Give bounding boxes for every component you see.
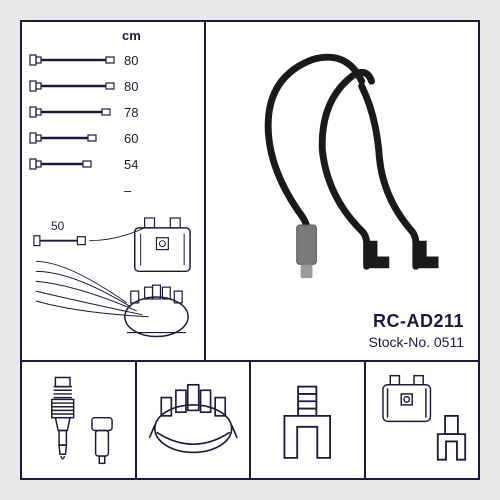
cable-length: 80	[124, 79, 138, 94]
cable-row: 78	[28, 100, 198, 124]
icon-cell-terminal	[251, 362, 366, 478]
cable-length: 60	[124, 131, 138, 146]
icon-cell-distributor-cap	[137, 362, 252, 478]
stock-number-line: Stock-No. 0511	[369, 334, 464, 350]
product-diagram-frame: cm 80 80 78	[20, 20, 480, 480]
cable-icon	[28, 103, 118, 121]
upper-section: cm 80 80 78	[22, 22, 478, 362]
cable-list-panel: cm 80 80 78	[22, 22, 206, 360]
cable-row: 80	[28, 74, 198, 98]
cable-icon	[28, 77, 118, 95]
part-number: RC-AD211	[369, 311, 464, 332]
icon-cell-coil	[366, 362, 479, 478]
product-label: RC-AD211 Stock-No. 0511	[369, 311, 464, 350]
distributor-icon-small	[125, 285, 188, 336]
cable-row: 60	[28, 126, 198, 150]
short-cable-length: 50	[51, 219, 65, 233]
ignition-cables-photo	[214, 30, 470, 285]
spark-plug-icon	[28, 372, 129, 467]
cable-row: 54	[28, 152, 198, 176]
product-photo-panel: RC-AD211 Stock-No. 0511	[206, 22, 478, 360]
cable-icon	[28, 129, 118, 147]
cable-icon-empty	[28, 181, 118, 199]
wiring-subdiagram: 50	[28, 214, 198, 354]
distributor-terminal-icon	[257, 372, 358, 467]
icon-cell-sparkplug	[22, 362, 137, 478]
coil-icon	[372, 372, 473, 467]
icon-row	[22, 362, 478, 478]
cable-row: 80	[28, 48, 198, 72]
cable-length: 78	[124, 105, 138, 120]
coil-icon-small	[135, 218, 190, 271]
stock-label: Stock-No.	[369, 334, 430, 350]
unit-header: cm	[122, 28, 141, 43]
stock-number: 0511	[434, 334, 464, 350]
cable-length: 54	[124, 157, 138, 172]
distributor-cap-icon	[143, 372, 244, 467]
cable-icon	[28, 155, 118, 173]
cable-icon	[28, 51, 118, 69]
cable-row: –	[28, 178, 198, 202]
cable-length: 80	[124, 53, 138, 68]
cable-length: –	[124, 183, 131, 198]
